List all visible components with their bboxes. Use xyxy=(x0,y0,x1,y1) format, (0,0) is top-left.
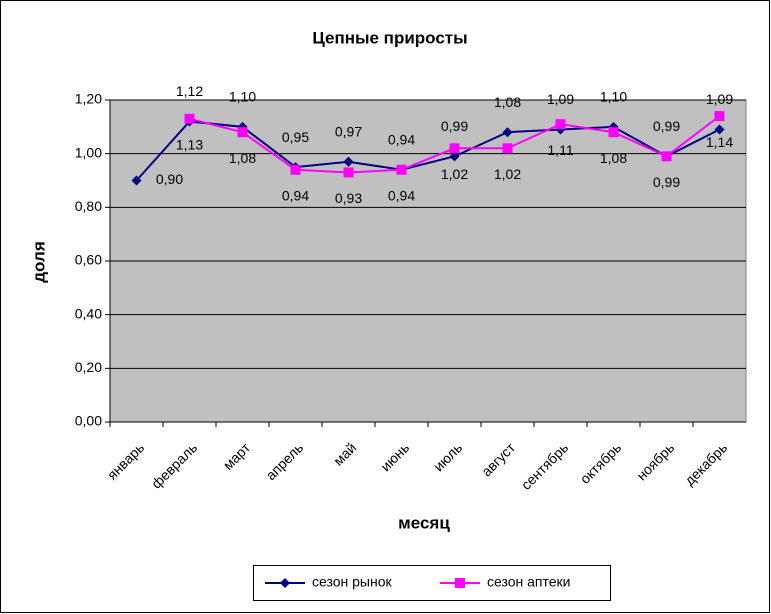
y-tick-label: 0,60 xyxy=(75,252,102,268)
marker xyxy=(396,164,407,175)
marker xyxy=(714,124,725,135)
data-label: 0,95 xyxy=(282,129,309,145)
data-label: 1,02 xyxy=(494,166,521,182)
y-tick-label: 1,00 xyxy=(75,144,102,160)
marker xyxy=(449,143,460,154)
data-label: 1,09 xyxy=(547,91,574,107)
data-label: 0,97 xyxy=(335,123,362,139)
marker xyxy=(661,151,672,162)
marker xyxy=(237,127,248,138)
data-label: 1,08 xyxy=(494,94,521,110)
data-label: 1,10 xyxy=(600,89,627,105)
marker xyxy=(502,127,513,138)
marker xyxy=(280,578,290,588)
data-label: 1,10 xyxy=(229,89,256,105)
data-label: 1,08 xyxy=(229,150,256,166)
data-label: 1,11 xyxy=(547,142,573,158)
y-tick-label: 0,00 xyxy=(75,413,102,429)
data-label: 0,99 xyxy=(653,174,680,190)
y-axis-label: доля xyxy=(29,241,48,282)
y-tick-label: 0,40 xyxy=(75,305,102,321)
marker xyxy=(555,119,566,130)
marker xyxy=(343,167,354,178)
y-tick-label: 0,80 xyxy=(75,198,102,214)
data-label: 1,02 xyxy=(441,166,468,182)
marker xyxy=(502,143,513,154)
data-label: 0,93 xyxy=(335,190,362,206)
x-axis-label: месяц xyxy=(398,513,450,532)
y-tick-label: 0,20 xyxy=(75,359,102,375)
data-label: 0,90 xyxy=(156,171,183,187)
data-label: 0,99 xyxy=(441,118,468,134)
data-label: 1,09 xyxy=(706,91,733,107)
marker xyxy=(608,127,619,138)
marker xyxy=(131,175,142,186)
marker xyxy=(455,578,465,588)
marker xyxy=(343,156,354,167)
data-label: 0,94 xyxy=(388,131,415,147)
data-label: 1,12 xyxy=(176,83,203,99)
chart-title: Цепные приросты xyxy=(312,28,467,47)
legend-label: сезон рынок xyxy=(312,574,393,590)
data-label: 1,14 xyxy=(706,134,733,150)
marker xyxy=(714,111,725,122)
marker xyxy=(184,113,195,124)
legend-label: сезон аптеки xyxy=(487,574,571,590)
data-label: 0,94 xyxy=(388,187,415,203)
series-line xyxy=(135,120,720,182)
y-tick-label: 1,20 xyxy=(75,91,102,107)
marker xyxy=(290,164,301,175)
data-label: 1,13 xyxy=(176,136,203,152)
legend xyxy=(253,565,611,601)
data-label: 0,94 xyxy=(282,187,309,203)
marker xyxy=(449,151,460,162)
data-label: 0,99 xyxy=(653,118,680,134)
data-label: 1,08 xyxy=(600,150,627,166)
